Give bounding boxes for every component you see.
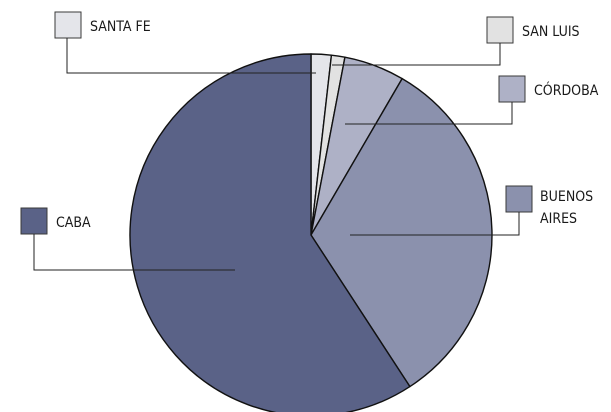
legend-swatch-san-luis — [486, 16, 514, 44]
legend-entry-santa-fe: SANTA FE — [54, 11, 316, 74]
pie-slice-caba — [129, 53, 411, 412]
legend-entry-caba: CABA — [20, 207, 235, 271]
leader-line-caba — [33, 234, 235, 271]
legend-entry-san-luis: SAN LUIS — [332, 16, 580, 66]
pie-slices — [129, 53, 493, 412]
leader-line-buenos-aires — [350, 212, 520, 236]
leader-line-santa-fe — [66, 38, 316, 74]
legend-label-buenos-aires-line1: BUENOS — [540, 189, 593, 205]
legend-swatch-santa-fe — [54, 11, 82, 39]
legend-swatch-caba — [20, 207, 48, 235]
legend-swatch-buenos-aires — [505, 185, 533, 213]
legend-entry-buenos-aires: BUENOS AIRES — [350, 185, 593, 236]
legend-label-santa-fe: SANTA FE — [90, 19, 151, 35]
pie-slice-buenos-aires — [310, 77, 493, 388]
legend-swatch-cordoba — [498, 75, 526, 103]
leader-line-san-luis — [332, 43, 501, 66]
legend-label-cordoba: CÓRDOBA — [534, 81, 599, 99]
pie-legend: SANTA FE SAN LUIS CÓRDOBA BUENOS AIRES — [20, 11, 599, 271]
legend-entry-cordoba: CÓRDOBA — [345, 75, 599, 125]
legend-label-buenos-aires-line2: AIRES — [540, 211, 577, 227]
legend-label-caba: CABA — [56, 215, 91, 231]
legend-label-san-luis: SAN LUIS — [522, 24, 580, 40]
leader-line-cordoba — [345, 102, 513, 125]
